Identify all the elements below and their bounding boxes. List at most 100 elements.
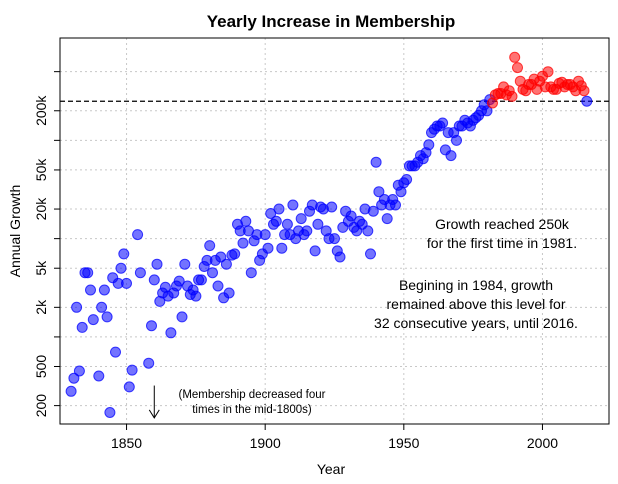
data-point [276, 242, 288, 254]
data-point [345, 210, 357, 222]
y-tick-label: 2k [33, 299, 49, 315]
data-point [437, 117, 449, 129]
annotation-beginning-1984: Begining in 1984, growth [399, 277, 553, 293]
data-point [581, 95, 593, 107]
data-point [301, 225, 313, 237]
data-point [390, 199, 401, 211]
data-point [126, 364, 138, 376]
data-point [362, 225, 374, 237]
data-point [204, 240, 216, 252]
data-point [146, 320, 157, 332]
x-axis-label: Year [317, 461, 346, 477]
data-point [281, 218, 293, 230]
data-point [481, 105, 493, 117]
annotation-growth-reached: for the first time in 1981. [427, 235, 577, 251]
data-point [229, 248, 241, 260]
data-point [329, 233, 340, 245]
data-point [115, 262, 127, 274]
axes: 1850 1900 1950 2000 200 500 2k 5k 20k 50k 200k [33, 37, 610, 451]
decrease-arrow-head [148, 409, 160, 419]
data-point [401, 174, 413, 185]
data-point [262, 242, 274, 254]
y-tick-label: 20k [33, 197, 49, 221]
annotation-decrease-note: times in the mid-1800s) [192, 404, 312, 416]
data-point [179, 258, 191, 270]
data-point [176, 311, 188, 323]
data-point [118, 248, 130, 260]
data-point [148, 274, 160, 286]
data-point [309, 245, 321, 257]
data-point [237, 237, 249, 249]
data-point [165, 327, 177, 339]
data-point [173, 275, 185, 287]
data-point [121, 277, 132, 289]
data-point [312, 218, 324, 230]
data-point [259, 229, 271, 241]
annotation-growth-reached: Growth reached 250k [435, 216, 570, 232]
data-point [240, 215, 252, 227]
data-point [143, 357, 155, 369]
annotation-beginning-1984: remained above this level for [387, 296, 566, 312]
chart-title: Yearly Increase in Membership [207, 12, 456, 31]
x-tick-label: 2000 [527, 435, 558, 451]
data-point [215, 251, 227, 263]
data-point [334, 251, 346, 263]
annotation-beginning-1984: 32 consecutive years, until 2016. [374, 315, 578, 331]
data-point [295, 213, 307, 225]
data-point [367, 205, 379, 217]
data-point [123, 381, 135, 393]
x-tick-label: 1850 [111, 435, 142, 451]
annotations: Growth reached 250k for the first time in… [148, 216, 578, 419]
data-point [273, 203, 285, 215]
data-point [509, 51, 521, 63]
y-tick-label: 50k [33, 158, 49, 182]
data-point [506, 90, 518, 102]
data-point [542, 66, 554, 78]
data-point [151, 258, 163, 270]
data-point [451, 134, 462, 146]
data-point [207, 267, 218, 279]
data-point [578, 85, 590, 97]
x-tick-label: 1950 [388, 435, 419, 451]
data-point [270, 215, 282, 227]
annotation-decrease-note: (Membership decreased four [178, 389, 325, 401]
data-point [101, 311, 113, 323]
data-point [445, 150, 457, 162]
data-points [65, 51, 593, 418]
data-point [110, 346, 121, 358]
data-point [212, 280, 224, 292]
y-axis-label: Annual Growth [7, 185, 23, 278]
data-point [512, 62, 523, 74]
data-point [93, 370, 105, 382]
data-point [326, 201, 338, 213]
data-point [134, 267, 146, 279]
y-tick-label: 200 [33, 394, 49, 418]
data-point [98, 284, 110, 296]
data-point [76, 321, 88, 333]
data-point [71, 301, 83, 313]
data-point [87, 314, 99, 326]
data-point [370, 156, 382, 168]
data-point [195, 274, 207, 286]
data-point [381, 213, 393, 225]
data-point [265, 208, 277, 219]
data-point [423, 139, 435, 151]
y-tick-label: 500 [33, 355, 49, 379]
y-tick-label: 200k [33, 95, 49, 126]
data-point [132, 229, 144, 241]
plot-frame [59, 37, 610, 425]
data-point [287, 199, 299, 211]
data-point [104, 407, 116, 418]
data-point [68, 372, 80, 384]
data-point [65, 385, 77, 397]
x-tick-label: 1900 [250, 435, 281, 451]
y-tick-label: 5k [33, 260, 49, 276]
data-point [85, 284, 96, 296]
data-point [82, 267, 94, 279]
data-point [96, 301, 108, 313]
data-point [365, 248, 376, 260]
data-point [245, 267, 257, 279]
data-point [190, 290, 202, 302]
data-point [220, 258, 232, 270]
